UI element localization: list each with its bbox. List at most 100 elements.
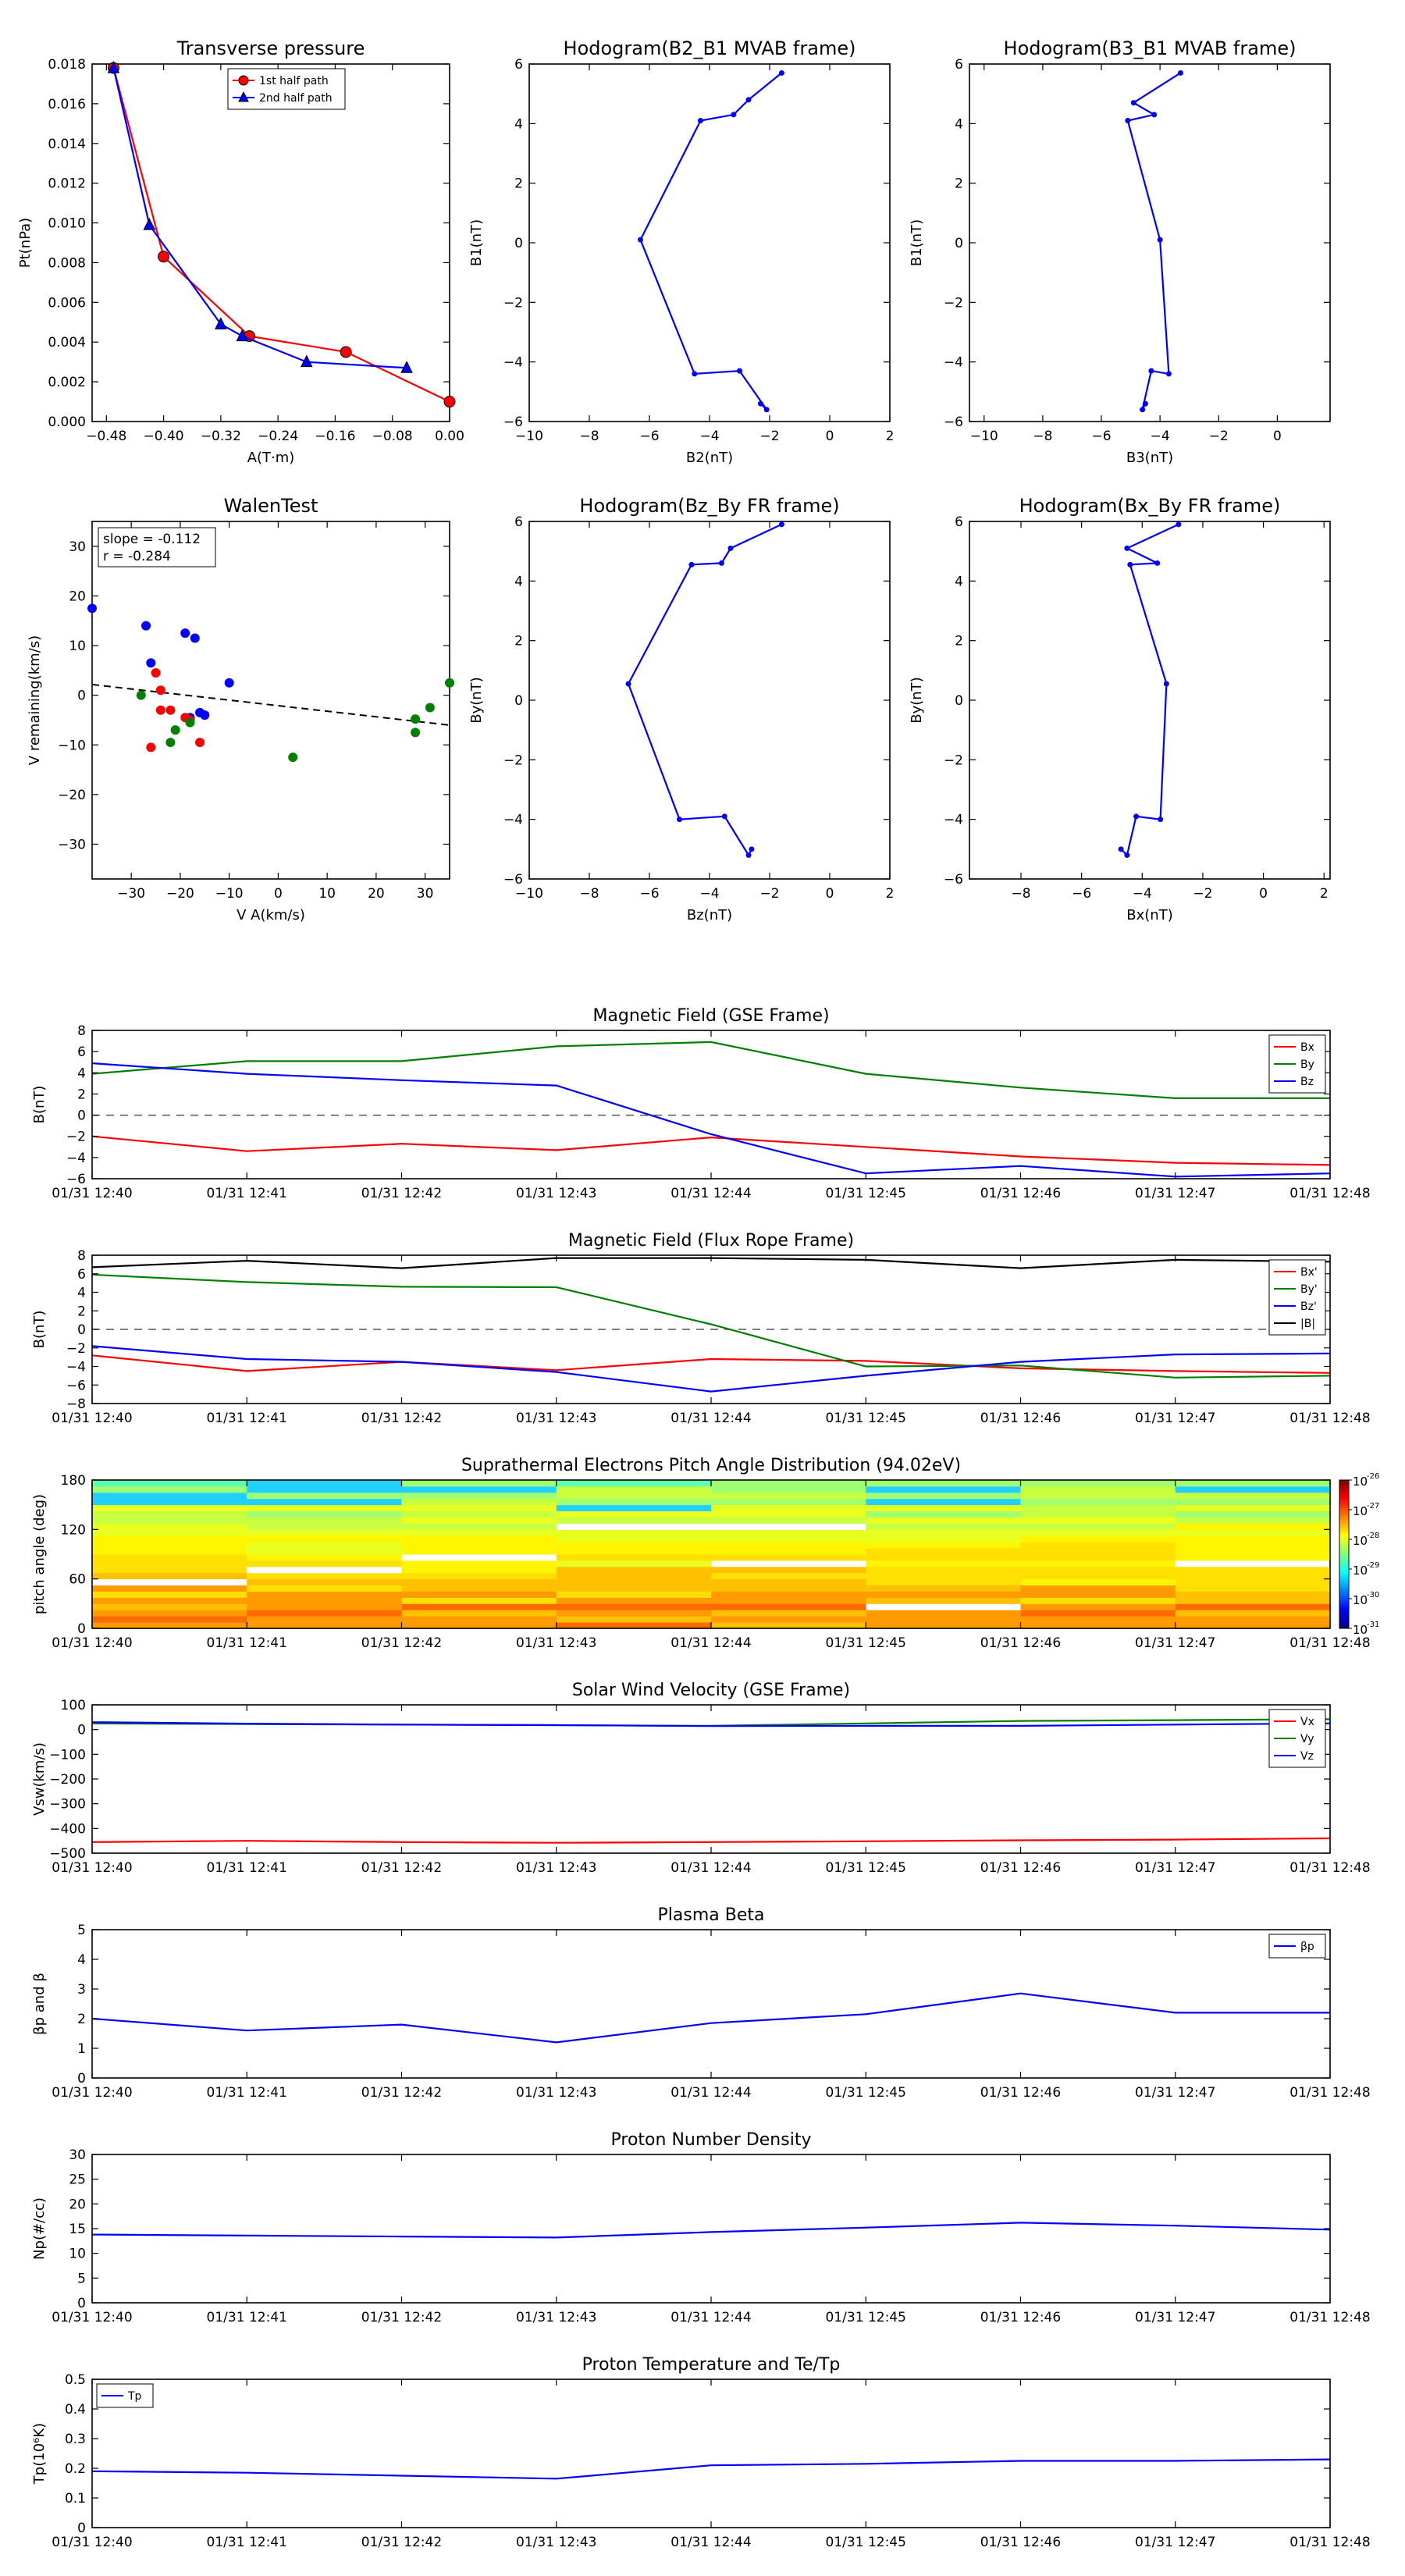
x-tick-label: −6: [639, 429, 659, 444]
panel-mag_fr: Magnetic Field (Flux Rope Frame) −8 −6 −4 −2…: [31, 1231, 1371, 1426]
y-tick-label: −2: [503, 295, 523, 311]
heatmap-cell: [401, 1616, 557, 1623]
heatmap-cell: [1020, 1535, 1176, 1542]
x-tick-label: 01/31 12:40: [52, 2310, 132, 2325]
x-tick-label: 01/31 12:41: [207, 2310, 287, 2325]
y-tick-label: 1: [77, 2041, 86, 2057]
y-tick-label: 0: [77, 1723, 86, 1738]
chart-title: Proton Number Density: [611, 2130, 812, 2150]
heatmap-cell: [92, 1603, 247, 1610]
series-line: [639, 72, 783, 411]
x-axis-label: A(T·m): [247, 450, 295, 466]
heatmap-cell: [556, 1517, 712, 1524]
y-tick-label: 5: [77, 1923, 86, 1938]
data-point: [745, 852, 752, 858]
x-axis-label: V A(km/s): [237, 907, 305, 923]
heatmap-cell: [1175, 1610, 1331, 1617]
panel-vsw: Solar Wind Velocity (GSE Frame) −500 −400 −…: [31, 1681, 1371, 1876]
heatmap-cell: [1020, 1548, 1176, 1555]
y-tick-label: 4: [77, 1286, 86, 1301]
y-axis-label: B1(nT): [468, 219, 485, 266]
x-tick-label: 01/31 12:44: [670, 1186, 751, 1201]
heatmap-cell: [401, 1566, 557, 1574]
y-tick-label: −400: [49, 1821, 86, 1837]
heatmap-cell: [866, 1535, 1021, 1542]
y-tick-label: 30: [69, 539, 86, 555]
heatmap-cell: [711, 1578, 866, 1586]
data-point: [195, 707, 205, 717]
legend-label: Vy: [1300, 1733, 1314, 1745]
data-point: [757, 400, 763, 407]
data-point: [1177, 69, 1183, 76]
data-point: [1127, 561, 1133, 568]
x-tick-label: 01/31 12:47: [1135, 2535, 1215, 2550]
y-tick-label: 2: [955, 634, 963, 649]
y-tick-label: 4: [77, 1066, 86, 1081]
colorbar-label: 10: [1353, 1475, 1368, 1489]
heatmap-cell: [1175, 1529, 1331, 1536]
heatmap-cell: [247, 1616, 402, 1623]
heatmap-cell: [401, 1554, 557, 1561]
x-tick-label: 01/31 12:48: [1289, 1635, 1370, 1651]
colorbar-exponent: -27: [1367, 1502, 1379, 1510]
heatmap-cell: [711, 1548, 866, 1555]
heatmap-cell: [1175, 1548, 1331, 1555]
x-tick-label: −4: [699, 886, 719, 902]
x-tick-label: −2: [759, 429, 779, 444]
heatmap-cell: [92, 1610, 247, 1617]
x-tick-label: 01/31 12:47: [1135, 1411, 1215, 1426]
x-tick-label: −0.48: [86, 429, 126, 444]
colorbar-exponent: -31: [1367, 1621, 1379, 1629]
legend-marker: [238, 75, 249, 86]
heatmap-cell: [1020, 1504, 1176, 1512]
heatmap-cell: [247, 1597, 402, 1604]
heatmap-cell: [866, 1597, 1021, 1604]
legend-label: Tp: [127, 2390, 142, 2403]
heatmap-cell: [711, 1566, 866, 1574]
x-tick-label: 01/31 12:46: [980, 2085, 1061, 2101]
x-tick-label: 01/31 12:45: [826, 1860, 906, 1876]
heatmap-cell: [401, 1548, 557, 1555]
heatmap-cell: [711, 1498, 866, 1506]
heatmap-cell: [711, 1510, 866, 1517]
y-axis-label: B1(nT): [909, 219, 925, 266]
heatmap-cell: [866, 1554, 1021, 1561]
x-tick-label: 0: [1259, 886, 1268, 902]
x-tick-label: 01/31 12:41: [207, 2085, 287, 2101]
heatmap-cell: [556, 1535, 712, 1542]
y-tick-label: 0.018: [48, 57, 86, 73]
heatmap-cell: [866, 1578, 1021, 1586]
data-point: [146, 742, 156, 753]
data-point: [1125, 118, 1131, 124]
heatmap-cell: [401, 1597, 557, 1604]
heatmap-cell: [1020, 1523, 1176, 1530]
x-tick-label: −10: [215, 886, 244, 902]
y-tick-label: 20: [69, 2197, 86, 2212]
x-tick-label: 01/31 12:45: [826, 2310, 906, 2325]
panel-tp2: Proton Temperature and Te/Tp 0 0.1 0.2 0.3 0.…: [31, 2355, 1371, 2550]
legend-label: By: [1300, 1059, 1314, 1071]
heatmap-cell: [711, 1585, 866, 1592]
x-tick-label: 01/31 12:40: [52, 1635, 132, 1651]
series-line: [91, 1992, 1330, 2044]
heatmap-cell: [1175, 1578, 1331, 1586]
y-tick-label: 2: [514, 176, 523, 192]
y-tick-label: 0.004: [48, 335, 86, 350]
y-tick-label: −6: [503, 415, 523, 430]
heatmap-cell: [401, 1535, 557, 1542]
heatmap-cell: [866, 1517, 1021, 1524]
heatmap-cell: [556, 1616, 712, 1623]
x-tick-label: 2: [886, 886, 895, 902]
heatmap-cell: [1175, 1616, 1331, 1623]
heatmap-cell: [866, 1498, 1021, 1506]
heatmap-cell: [866, 1542, 1021, 1549]
data-point: [637, 237, 643, 243]
heatmap-cell: [247, 1498, 402, 1506]
data-point: [1163, 681, 1169, 687]
y-tick-label: −2: [944, 753, 963, 768]
heatmap-cell: [92, 1529, 247, 1536]
x-tick-label: −8: [579, 886, 599, 902]
data-point: [1130, 100, 1136, 106]
heatmap-cell: [401, 1504, 557, 1512]
x-tick-label: −10: [515, 886, 543, 902]
